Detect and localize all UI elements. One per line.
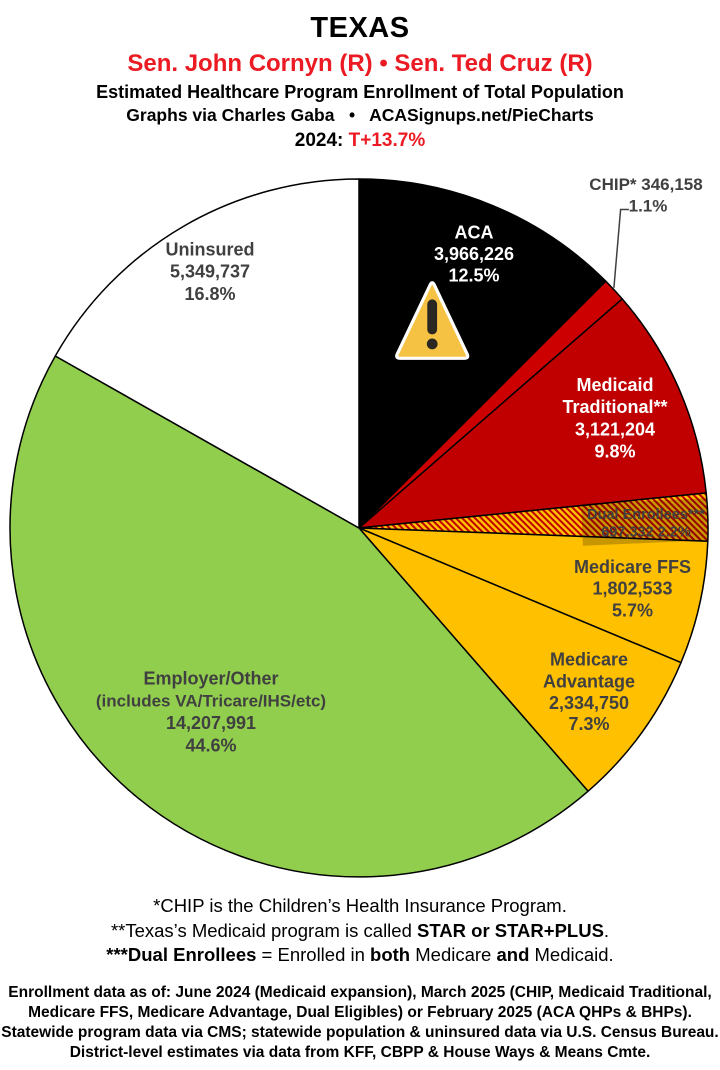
svg-text:16.8%: 16.8%: [184, 284, 235, 304]
svg-text:7.3%: 7.3%: [568, 714, 609, 734]
svg-text:3,121,204: 3,121,204: [575, 420, 655, 440]
svg-text:ACA: ACA: [455, 223, 494, 243]
svg-text:Medicare: Medicare: [550, 650, 628, 670]
svg-text:44.6%: 44.6%: [185, 736, 236, 756]
svg-text:5.7%: 5.7%: [612, 601, 653, 621]
svg-text:Medicaid: Medicaid: [576, 375, 653, 395]
svg-text:14,207,991: 14,207,991: [166, 713, 256, 733]
svg-text:Dual Enrollees***: Dual Enrollees***: [587, 507, 705, 523]
svg-text:Employer/Other: Employer/Other: [143, 669, 278, 689]
svg-text:Uninsured: Uninsured: [165, 240, 254, 260]
svg-text:12.5%: 12.5%: [448, 266, 499, 286]
svg-text:Traditional**: Traditional**: [562, 397, 667, 417]
svg-text:(includes VA/Tricare/IHS/etc): (includes VA/Tricare/IHS/etc): [96, 692, 326, 711]
svg-text:697,332 2.2%: 697,332 2.2%: [601, 525, 691, 541]
svg-text:2,334,750: 2,334,750: [549, 693, 629, 713]
svg-text:1,802,533: 1,802,533: [592, 579, 672, 599]
svg-text:5,349,737: 5,349,737: [170, 262, 250, 282]
svg-text:3,966,226: 3,966,226: [434, 244, 514, 264]
svg-text:Medicare FFS: Medicare FFS: [574, 557, 691, 577]
svg-text:9.8%: 9.8%: [594, 442, 635, 462]
svg-text:CHIP* 346,158: CHIP* 346,158: [589, 175, 702, 194]
svg-text:1.1%: 1.1%: [629, 197, 668, 216]
svg-text:Advantage: Advantage: [543, 672, 635, 692]
